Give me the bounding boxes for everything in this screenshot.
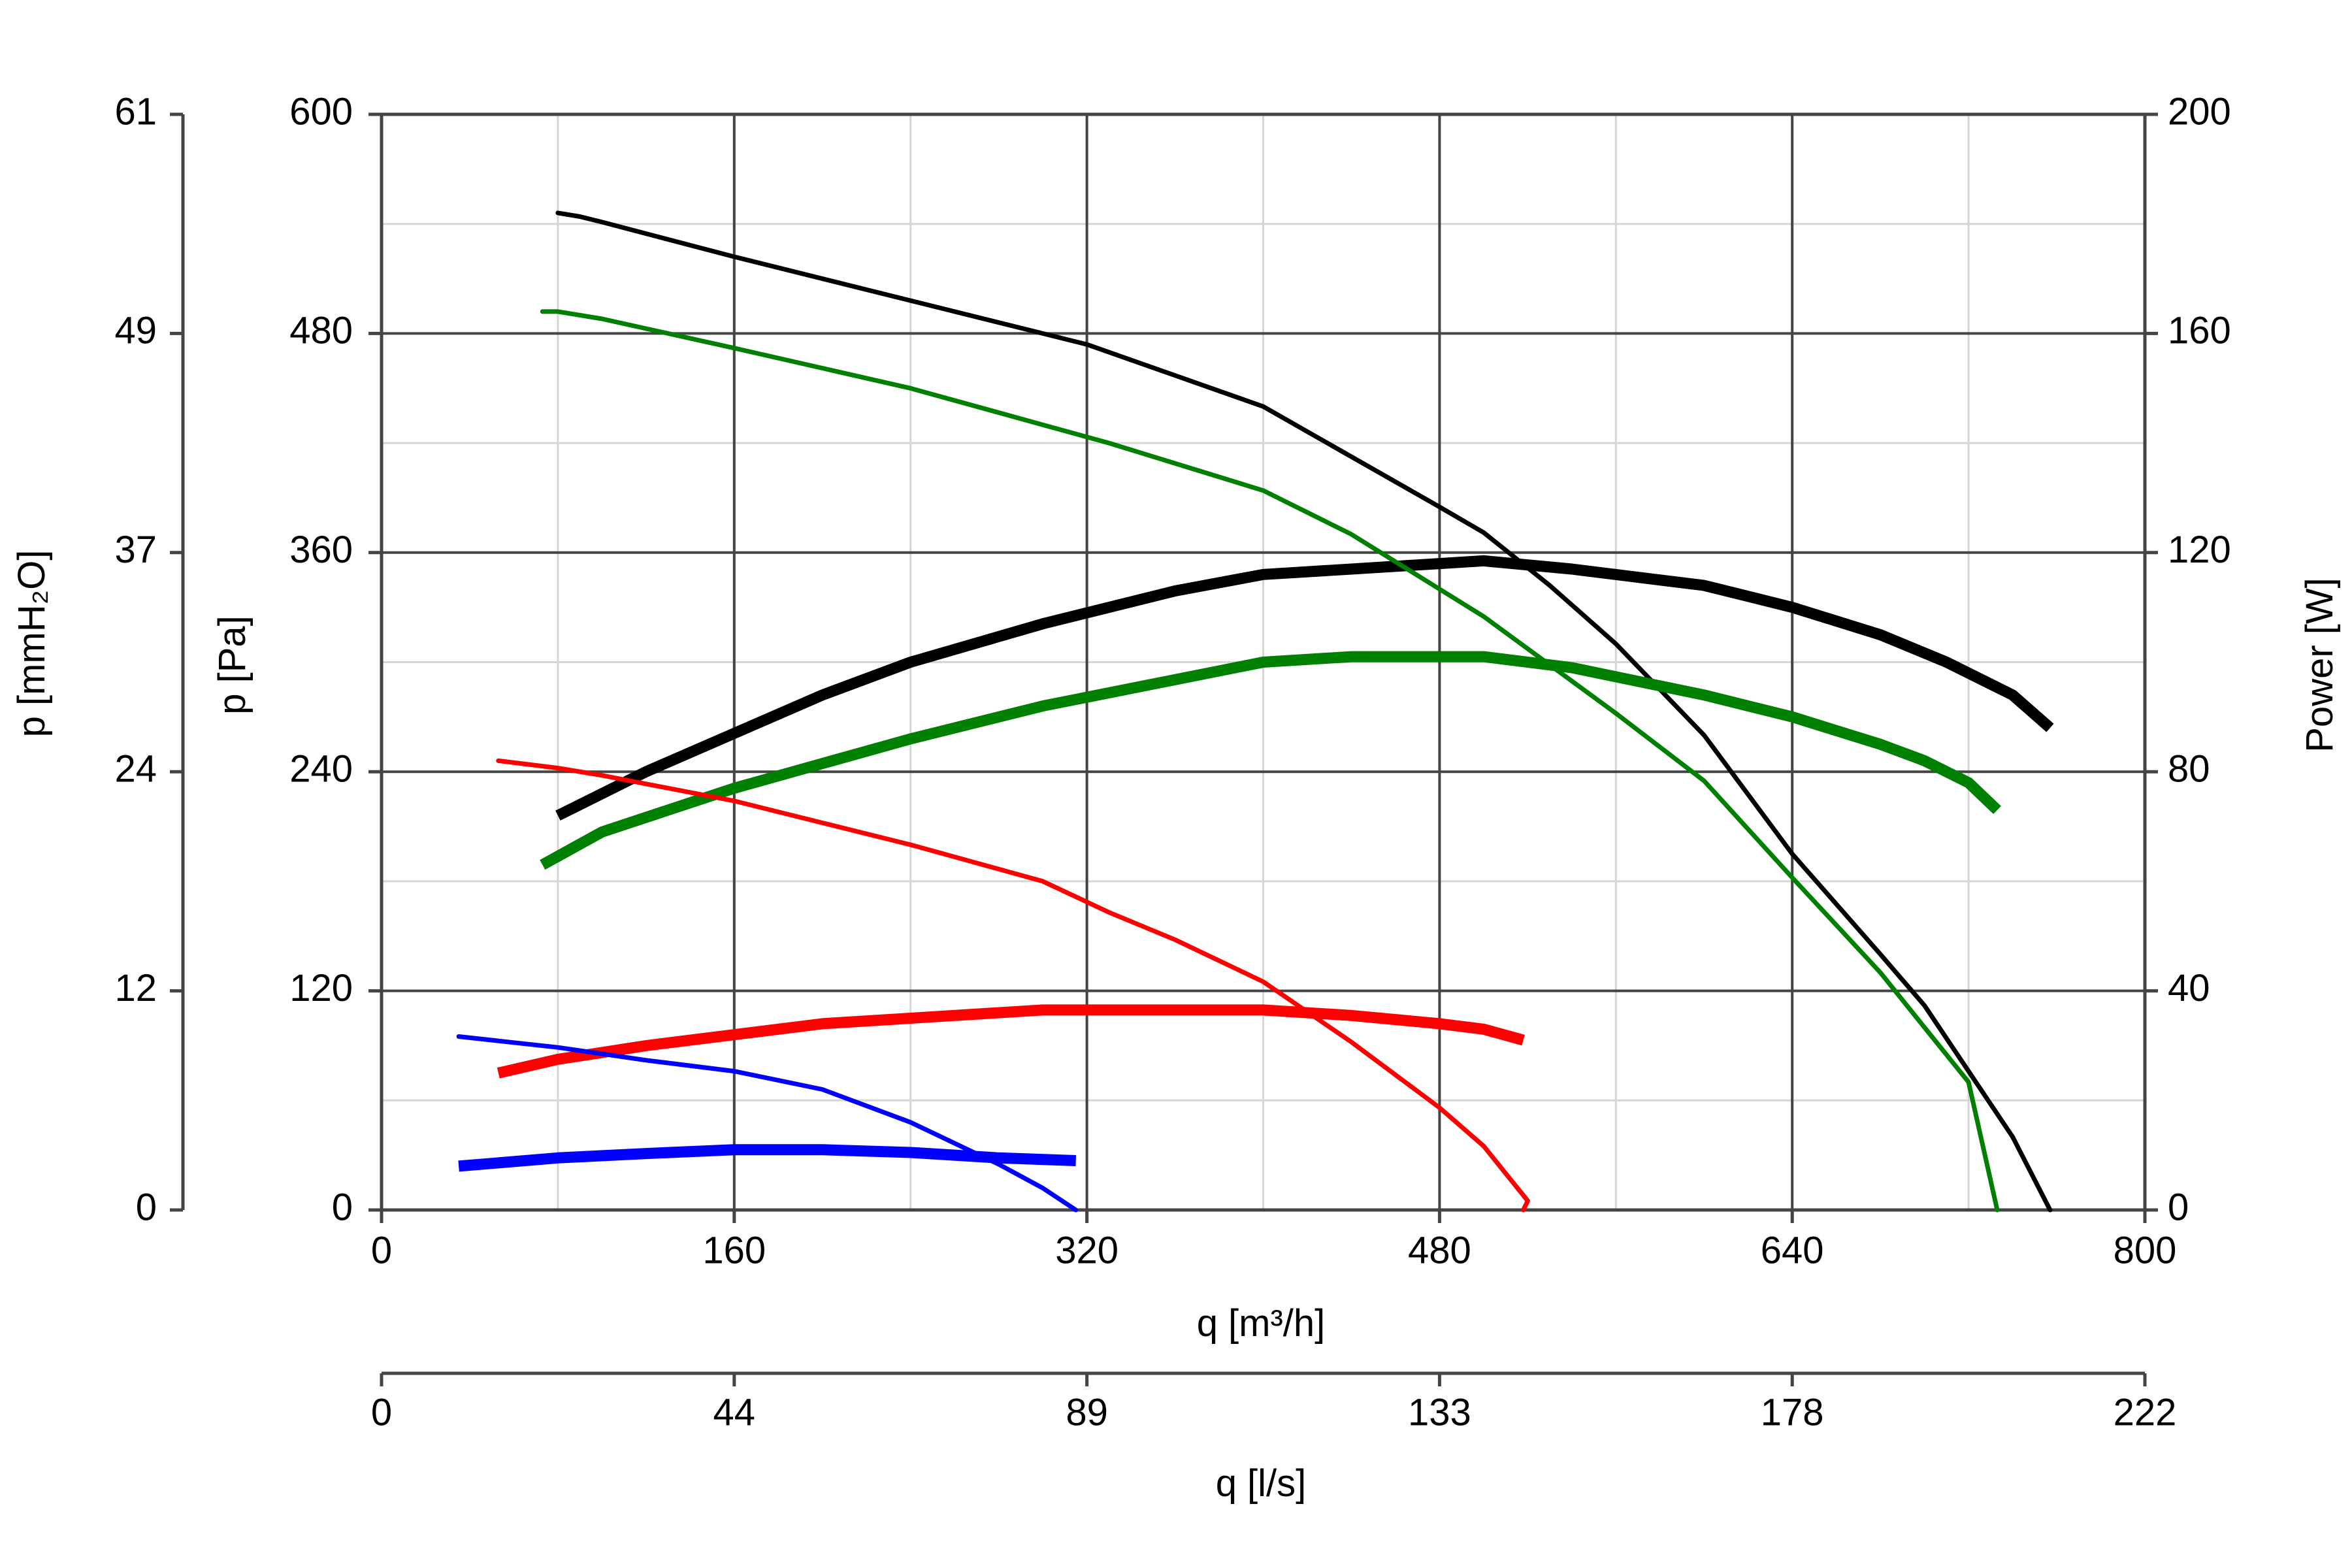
y-mmh2o-tick-label: 0 xyxy=(136,1186,157,1228)
y-mmh2o-tick-label: 24 xyxy=(114,748,157,791)
minor-grid xyxy=(382,114,2145,1210)
y-pa-tick-label: 240 xyxy=(289,748,353,791)
x2-tick-label: 133 xyxy=(1408,1391,1471,1433)
pressure-curve-3 xyxy=(496,758,1530,1213)
y-mmh2o-tick-label: 49 xyxy=(114,310,157,352)
x-tick-label: 320 xyxy=(1055,1229,1119,1271)
y-mmh2o-tick-label: 61 xyxy=(114,90,157,133)
axes xyxy=(170,112,2158,1386)
y-power-tick-label: 120 xyxy=(2168,529,2231,571)
x-axis-title: q [m³/h] xyxy=(1197,1302,1326,1345)
y-pa-tick-label: 600 xyxy=(289,90,353,133)
power-curve-1 xyxy=(555,555,2054,821)
x-tick-label: 160 xyxy=(702,1229,766,1271)
y-pa-tick-label: 360 xyxy=(289,529,353,571)
y-left-axis-title: p [Pa] xyxy=(211,615,253,715)
power-curve-2 xyxy=(540,651,2001,870)
y-mmh2o-tick-label: 37 xyxy=(114,529,157,571)
pressure-curve-2 xyxy=(540,309,2000,1213)
x-tick-label: 800 xyxy=(2114,1229,2177,1271)
power-curve-4 xyxy=(458,1144,1077,1172)
x-tick-label: 480 xyxy=(1408,1229,1471,1271)
curves xyxy=(456,210,2054,1213)
y-power-tick-label: 0 xyxy=(2168,1186,2189,1228)
x-tick-label: 0 xyxy=(371,1229,392,1271)
x2-tick-label: 222 xyxy=(2114,1391,2177,1433)
y-power-tick-label: 40 xyxy=(2168,967,2210,1009)
y-mmh2o-axis-title: p [mmH₂O] xyxy=(10,550,53,738)
x-tick-label: 640 xyxy=(1761,1229,1824,1271)
y-pa-tick-label: 480 xyxy=(289,310,353,352)
x2-tick-label: 0 xyxy=(371,1391,392,1433)
power-curve-3 xyxy=(497,1004,1525,1079)
y-power-tick-label: 160 xyxy=(2168,310,2231,352)
y-power-tick-label: 80 xyxy=(2168,748,2210,791)
x2-axis-title: q [l/s] xyxy=(1216,1462,1307,1505)
y-pa-tick-label: 0 xyxy=(332,1186,353,1228)
pressure-curve-1 xyxy=(555,210,2053,1213)
x2-tick-label: 89 xyxy=(1066,1391,1108,1433)
y-power-tick-label: 200 xyxy=(2168,90,2231,133)
y-right-axis-title: Power [W] xyxy=(2298,578,2341,753)
y-pa-tick-label: 120 xyxy=(289,967,353,1009)
pressure-curve-4 xyxy=(456,1034,1079,1213)
y-mmh2o-tick-label: 12 xyxy=(114,967,157,1009)
x2-tick-label: 44 xyxy=(713,1391,756,1433)
plot-frame xyxy=(380,112,2147,1212)
x2-tick-label: 178 xyxy=(1761,1391,1824,1433)
